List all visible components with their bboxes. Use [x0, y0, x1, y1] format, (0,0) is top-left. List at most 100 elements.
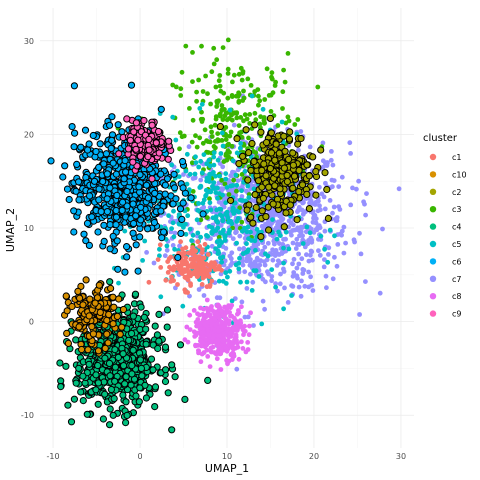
point-c3: [261, 117, 267, 122]
point-c3: [315, 84, 321, 90]
point-c2: [290, 172, 299, 180]
point-c6: [84, 146, 92, 154]
point-c3: [255, 87, 261, 92]
point-c6: [89, 131, 97, 140]
point-c8: [225, 338, 231, 343]
point-c3: [224, 117, 230, 123]
point-c7: [341, 250, 347, 256]
point-c2: [250, 157, 258, 166]
point-c1: [195, 239, 201, 245]
y-tick-label: 0: [29, 318, 34, 327]
point-c3: [211, 45, 217, 51]
point-c7: [363, 212, 368, 218]
point-c5: [230, 208, 236, 214]
point-c5: [245, 183, 251, 189]
y-tick-label: 10: [24, 224, 34, 233]
point-c1: [182, 261, 188, 267]
point-c7: [187, 293, 192, 299]
point-c7: [332, 254, 337, 260]
point-c8: [203, 313, 209, 318]
point-c6: [144, 225, 152, 233]
legend: c1 c10 c2 c3 c4 c5 c6 c7 c8 c9: [429, 153, 467, 319]
point-c2: [264, 203, 272, 211]
point-c3: [226, 141, 232, 147]
y-tick-label: 30: [24, 37, 34, 46]
point-c3: [236, 71, 242, 77]
point-c5: [218, 151, 224, 156]
point-c5: [199, 170, 205, 176]
point-c3: [231, 177, 237, 183]
point-c2: [272, 140, 280, 148]
point-c1: [202, 268, 208, 274]
point-c6: [109, 159, 117, 167]
point-c9: [115, 150, 123, 158]
point-c5: [246, 236, 251, 242]
point-c8: [231, 327, 237, 332]
point-c3: [203, 73, 209, 79]
point-c4: [171, 373, 179, 381]
point-c8: [246, 332, 252, 338]
point-c7: [229, 260, 235, 266]
point-c7: [285, 300, 291, 305]
point-c7: [294, 236, 300, 242]
point-c4: [122, 419, 130, 427]
point-c6: [108, 113, 116, 121]
legend-label-c8: c8: [452, 292, 462, 301]
point-c3: [241, 118, 246, 124]
point-c2: [265, 183, 273, 191]
point-c8: [234, 319, 240, 325]
point-c1: [188, 256, 194, 262]
point-c5: [122, 228, 128, 234]
point-c5: [307, 230, 313, 236]
point-c3: [258, 114, 263, 120]
point-c1: [212, 267, 218, 272]
point-c2: [239, 152, 247, 160]
point-c7: [269, 274, 275, 279]
point-c5: [166, 213, 172, 219]
point-c7: [290, 273, 296, 279]
point-c6: [106, 121, 114, 129]
point-c4: [155, 337, 163, 345]
point-c2: [260, 160, 268, 168]
point-c1: [209, 278, 215, 284]
point-c3: [237, 205, 243, 211]
point-c5: [158, 294, 164, 300]
point-c7: [335, 242, 341, 247]
point-c5: [207, 171, 212, 177]
point-c3: [223, 125, 229, 130]
point-c7: [249, 245, 255, 251]
point-c7: [301, 200, 306, 205]
point-c5: [243, 198, 248, 204]
point-c6: [132, 241, 140, 249]
point-c1: [155, 257, 161, 262]
point-c6: [95, 185, 103, 193]
point-c3: [213, 84, 219, 90]
legend-key-c9: [429, 310, 437, 317]
point-c10: [91, 299, 99, 307]
point-c5: [211, 154, 217, 160]
point-c5: [237, 197, 243, 203]
point-c6: [103, 208, 112, 216]
point-c6: [113, 237, 121, 245]
point-c4: [164, 389, 172, 397]
point-c7: [330, 184, 335, 190]
point-c1: [180, 267, 186, 273]
point-c5: [253, 268, 259, 274]
point-c3: [225, 66, 231, 72]
point-c8: [224, 348, 230, 354]
point-c5: [234, 208, 240, 214]
point-c5: [210, 229, 216, 235]
point-c7: [254, 255, 260, 261]
point-c4: [122, 398, 130, 406]
point-c6: [122, 168, 130, 176]
point-c1: [178, 239, 184, 245]
point-c7: [352, 239, 357, 245]
point-c7: [291, 270, 297, 275]
point-c4: [79, 397, 87, 405]
point-c5: [176, 174, 182, 180]
point-c5: [244, 229, 250, 235]
point-c5: [196, 164, 202, 170]
point-c5: [213, 173, 218, 179]
point-c5: [142, 238, 148, 244]
point-c7: [216, 199, 222, 205]
